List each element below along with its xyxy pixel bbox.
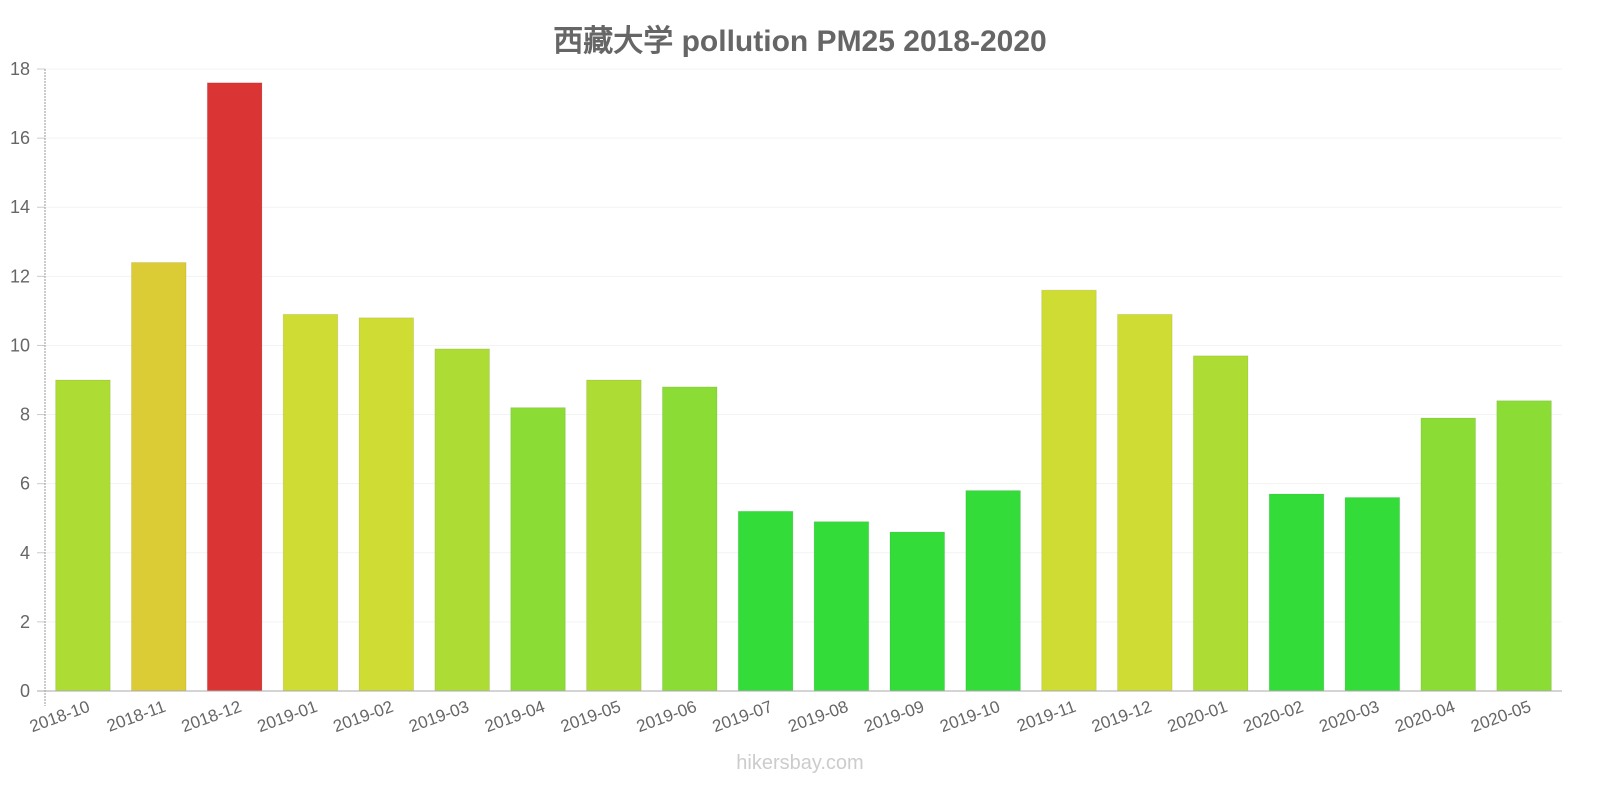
bar-2020-04[interactable] — [1420, 417, 1477, 692]
bar-2019-01[interactable] — [282, 313, 339, 692]
x-tick-label: 2019-02 — [331, 697, 396, 736]
bar-2018-11[interactable] — [130, 262, 187, 692]
x-tick-label: 2019-05 — [558, 697, 623, 736]
x-tick-label: 2019-11 — [1014, 697, 1078, 736]
x-tick-label: 2020-04 — [1392, 697, 1457, 736]
x-tick-label: 2019-01 — [255, 697, 320, 736]
bar-2019-06[interactable] — [661, 386, 718, 692]
gridlines — [45, 68, 1562, 623]
x-tick-label: 2019-10 — [937, 697, 1002, 736]
y-tick-label: 12 — [10, 266, 30, 286]
x-tick-label: 2019-04 — [482, 697, 547, 736]
x-tick-label: 2020-03 — [1317, 697, 1382, 736]
y-tick-label: 14 — [10, 197, 30, 217]
bar-2019-09[interactable] — [889, 531, 946, 692]
y-tick-label: 0 — [20, 681, 30, 701]
x-tick-label: 2020-01 — [1165, 697, 1230, 736]
bar-2018-10[interactable] — [55, 379, 111, 692]
bar-2020-05[interactable] — [1496, 400, 1552, 692]
watermark: hikersbay.com — [736, 752, 864, 774]
y-tick-label: 18 — [10, 59, 30, 79]
x-tick-label: 2018-11 — [104, 697, 168, 736]
x-tick-label: 2020-02 — [1241, 697, 1306, 736]
bar-2019-11[interactable] — [1041, 289, 1097, 692]
chart-title: 西藏大学 pollution PM25 2018-2020 — [553, 25, 1047, 58]
x-tick-label: 2019-03 — [406, 697, 471, 736]
bar-2019-04[interactable] — [510, 407, 566, 692]
x-tick-label: 2018-10 — [27, 697, 92, 736]
y-tick-label: 4 — [20, 543, 30, 563]
bar-2020-03[interactable] — [1344, 496, 1401, 692]
bars — [55, 82, 1552, 692]
x-tick-label: 2019-12 — [1089, 697, 1154, 736]
y-tick-label: 10 — [10, 335, 30, 355]
x-tick-label: 2019-07 — [710, 697, 775, 736]
bar-2019-05[interactable] — [586, 379, 642, 692]
bar-2019-10[interactable] — [965, 490, 1021, 692]
y-tick-label: 16 — [10, 128, 30, 148]
x-tick-label: 2019-09 — [862, 697, 927, 736]
bar-2018-12[interactable] — [206, 82, 263, 692]
x-axis: 2018-10 2018-11 2018-12 2019-01 2019-02 2019-… — [27, 690, 1562, 736]
bar-2019-03[interactable] — [434, 348, 490, 692]
x-tick-label: 2019-08 — [786, 697, 851, 736]
bar-2019-02[interactable] — [358, 317, 415, 692]
bar-2019-08[interactable] — [813, 521, 870, 692]
y-axis: 0 2 4 6 8 10 12 14 16 18 — [10, 59, 46, 706]
y-tick-label: 6 — [20, 474, 30, 494]
y-tick-label: 8 — [20, 405, 30, 425]
y-tick-label: 2 — [20, 612, 30, 632]
bar-2020-02[interactable] — [1268, 493, 1325, 692]
x-tick-label: 2020-05 — [1468, 697, 1533, 736]
bar-2019-12[interactable] — [1117, 313, 1173, 692]
bar-2019-07[interactable] — [737, 510, 794, 692]
x-tick-label: 2018-12 — [179, 697, 244, 736]
bar-2020-01[interactable] — [1192, 355, 1249, 692]
x-tick-label: 2019-06 — [634, 697, 699, 736]
